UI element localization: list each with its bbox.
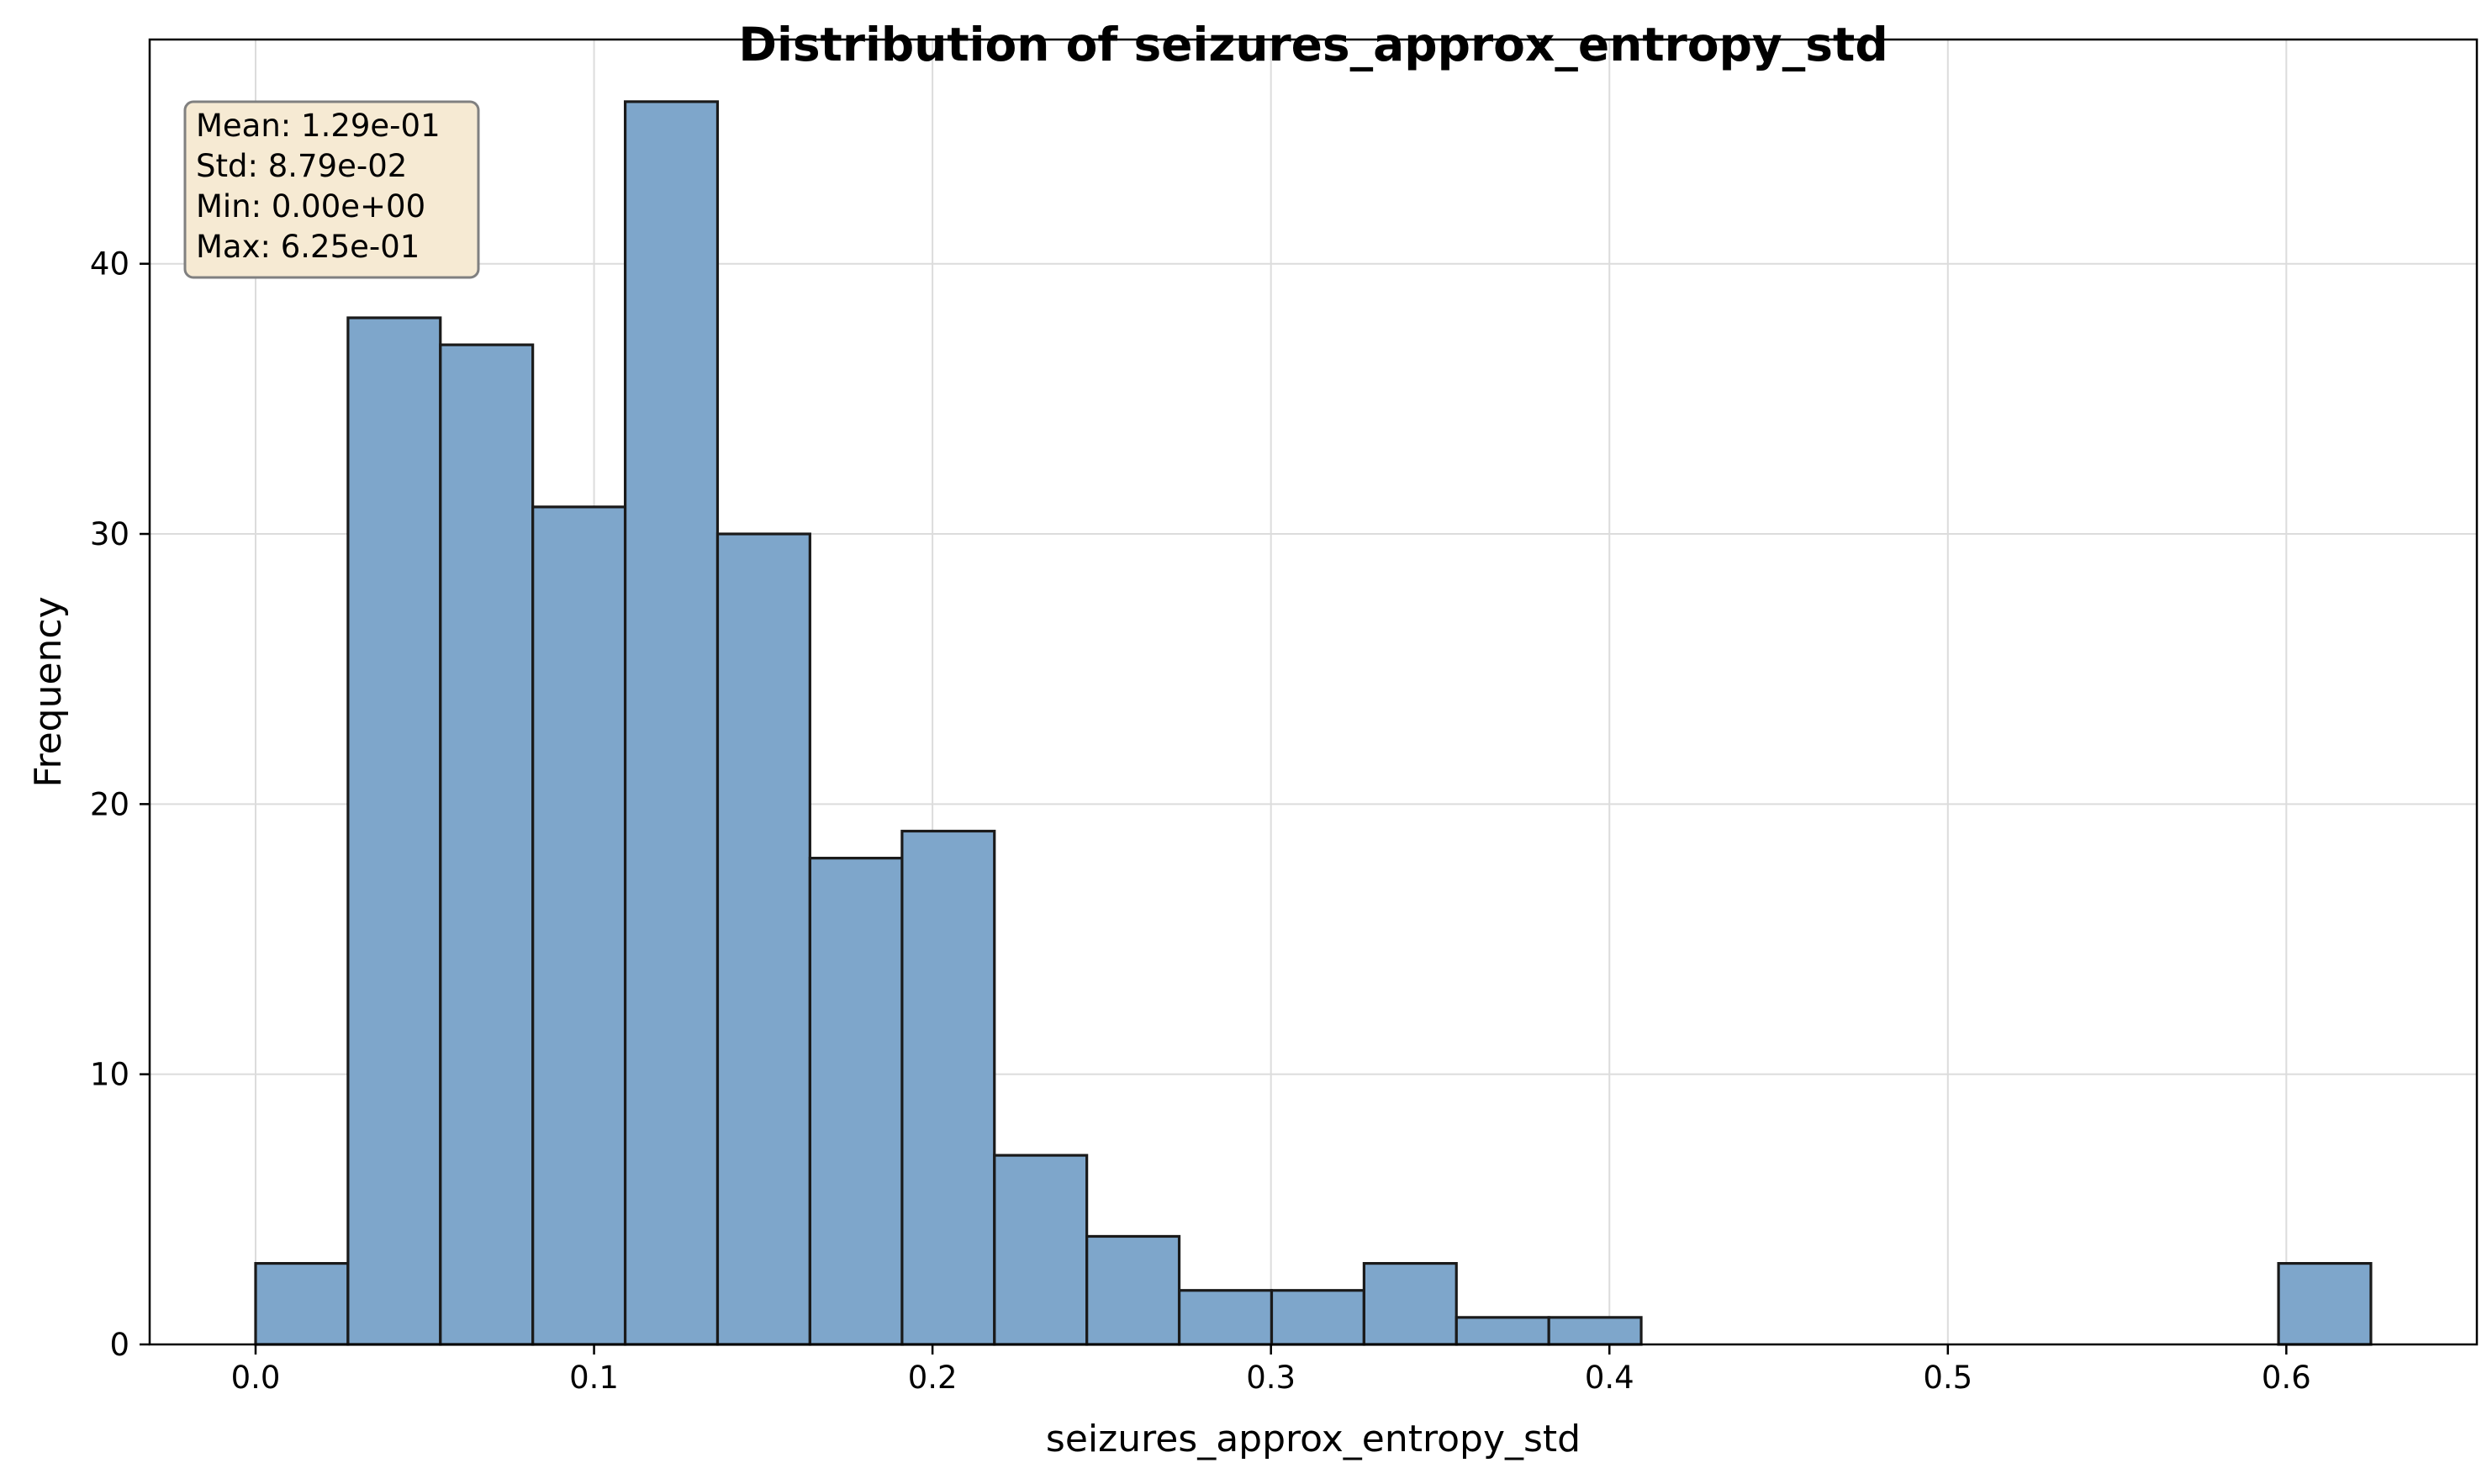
y-tick-label: 30	[90, 516, 129, 552]
x-tick-label: 0.6	[2262, 1360, 2311, 1396]
histogram-bar	[900, 829, 996, 1346]
stats-max: Max: 6.25e-01	[196, 229, 420, 265]
histogram-bar	[1270, 1289, 1365, 1346]
histogram-bar	[1455, 1316, 1550, 1346]
stats-std: Std: 8.79e-02	[196, 148, 407, 184]
histogram-bar	[715, 532, 811, 1346]
histogram-bar	[531, 505, 627, 1346]
x-tick-label: 0.5	[1923, 1360, 1972, 1396]
y-axis-label: Frequency	[27, 596, 70, 787]
x-tick-label: 0.1	[569, 1360, 619, 1396]
histogram-bar	[346, 316, 442, 1346]
histogram-bar	[2277, 1262, 2373, 1346]
x-tick-label: 0.3	[1246, 1360, 1296, 1396]
plot-frame	[148, 38, 2479, 1346]
y-tick-label: 10	[90, 1057, 129, 1093]
bars-layer	[254, 100, 2373, 1346]
stats-mean: Mean: 1.29e-01	[196, 108, 441, 144]
x-tick-label: 0.4	[1585, 1360, 1634, 1396]
x-tick-label: 0.0	[231, 1360, 281, 1396]
x-axis-label: seizures_approx_entropy_std	[1046, 1418, 1581, 1460]
histogram-bar	[439, 343, 535, 1346]
histogram-bar	[1547, 1316, 1643, 1346]
histogram-bar	[1085, 1234, 1181, 1346]
y-tick-label: 40	[90, 246, 129, 283]
histogram-bar	[1362, 1262, 1458, 1346]
y-tick-label: 0	[109, 1327, 129, 1363]
histogram-bar	[254, 1262, 350, 1346]
x-tick-label: 0.2	[908, 1360, 958, 1396]
stats-box: Mean: 1.29e-01 Std: 8.79e-02 Min: 0.00e+…	[183, 100, 480, 279]
histogram-bar	[808, 857, 904, 1346]
y-tick-label: 20	[90, 786, 129, 822]
stats-min: Min: 0.00e+00	[196, 188, 425, 224]
stats-box-background	[183, 100, 480, 279]
histogram-bar	[1177, 1289, 1274, 1346]
ticks-layer: 0.0 0.1 0.2 0.3 0.4 0.5 0.6 0 10 20 30 40	[90, 246, 2311, 1396]
histogram-bar	[623, 100, 720, 1346]
chart-title: Distribution of seizures_approx_entropy_…	[738, 18, 1887, 71]
histogram-bar	[993, 1154, 1089, 1346]
